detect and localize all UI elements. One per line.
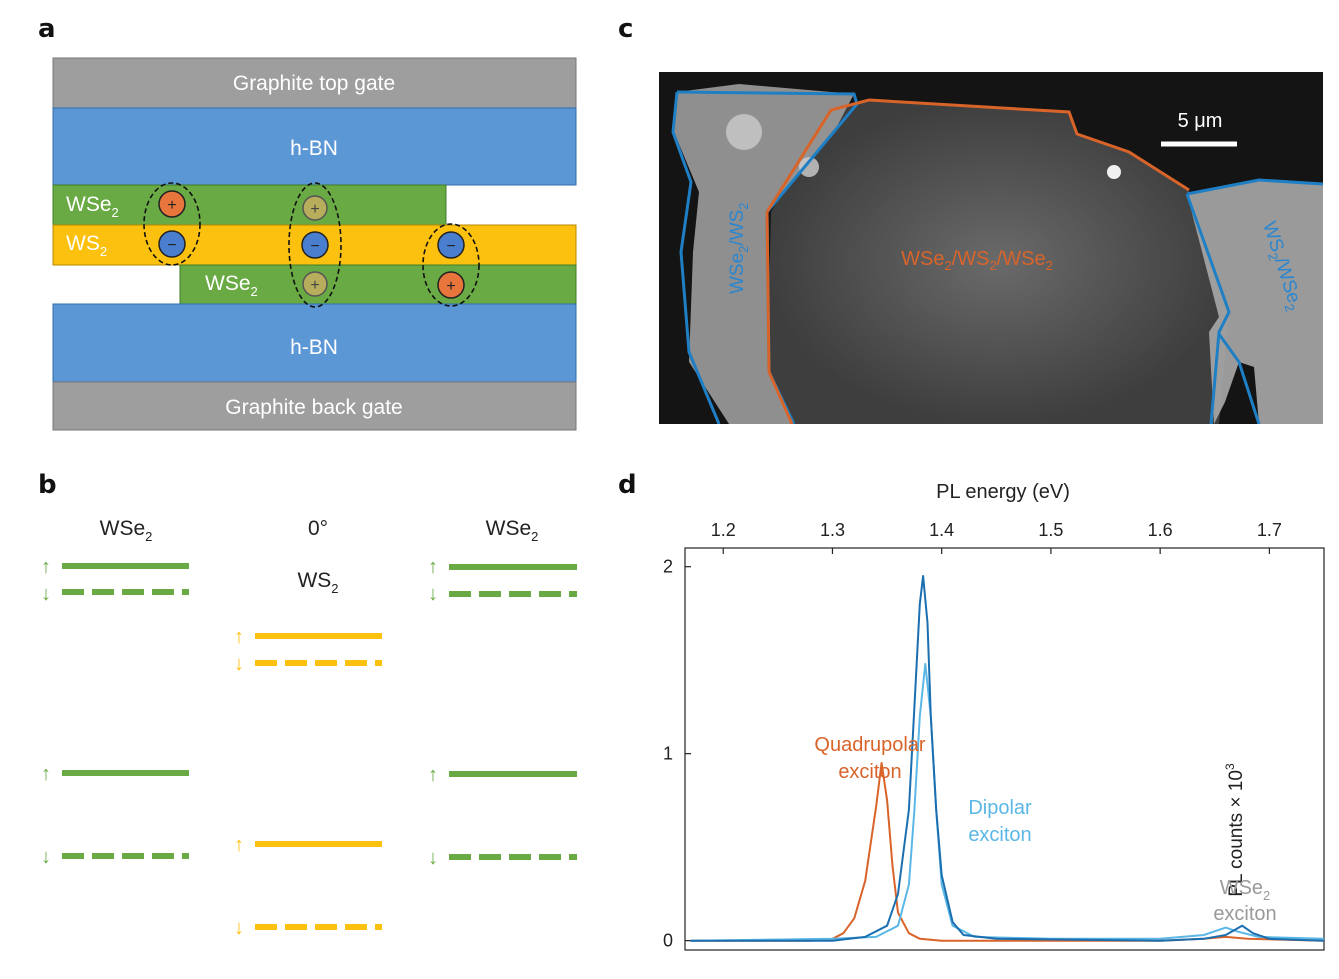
hbn-top-layer [52, 107, 577, 186]
hole-1 [158, 190, 186, 218]
scale-bar-label: 5 μm [1178, 110, 1223, 132]
series-line-3 [690, 575, 1325, 942]
bright-spot [799, 157, 819, 177]
center-region-outline-left [765, 211, 794, 424]
band-right-title: WSe2 [486, 517, 539, 544]
spin-up-arrow: ↑ [234, 834, 244, 856]
left-region-label: WSe2/WS2 [727, 202, 751, 294]
spin-down-arrow: ↓ [428, 583, 438, 605]
hole-2-top [302, 195, 328, 221]
hole-3-sign: + [446, 278, 455, 295]
spin-up-arrow: ↑ [428, 556, 438, 578]
right-bilayer-region [1187, 180, 1323, 424]
x-tick-label: 1.3 [820, 520, 845, 540]
electron-2 [301, 231, 329, 259]
x-tick-label: 1.4 [929, 520, 954, 540]
top-gate-layer [52, 57, 577, 109]
ws2-label: WS2 [66, 232, 107, 259]
hbn-bottom-layer [52, 303, 577, 383]
center-region-label: WSe2/WS2/WSe2 [901, 248, 1053, 273]
top-gate-label: Graphite top gate [233, 72, 395, 95]
right-region-outline [1186, 178, 1323, 196]
spin-up-arrow: ↑ [234, 626, 244, 648]
y-tick-label: 0 [663, 931, 673, 951]
dipolar-annotation-line2: exciton [968, 824, 1031, 846]
dipolar-annotation-line1: Dipolar [968, 797, 1032, 819]
wse2-annotation-line2: exciton [1213, 903, 1276, 925]
spin-down-arrow: ↓ [41, 583, 51, 605]
x-tick-label: 1.5 [1038, 520, 1063, 540]
chart-y-axis-title: PL counts × 103 [1223, 763, 1247, 897]
bright-spot [1107, 165, 1121, 179]
panel-c-micrograph: 5 μm WSe2/WS2 WSe2/WS2/WSe2 WS2/WSe2 [659, 72, 1323, 424]
chart-x-axis-title: PL energy (eV) [936, 481, 1070, 503]
panel-d-pl-chart: PL energy (eV) PL counts × 103 1.2 1.3 1.4… [663, 481, 1325, 951]
left-bilayer-region [674, 84, 854, 424]
chart-series-group [690, 575, 1325, 942]
electron-3 [437, 231, 465, 259]
x-tick-label: 1.2 [711, 520, 736, 540]
panel-b-band-diagram: WSe2 0° WS2 WSe2 ↑ ↓ ↑ ↓ ↑ ↓ ↑ ↓ ↑ ↓ ↑ ↓ [41, 517, 577, 939]
hole-2-bottom-sign: + [310, 277, 319, 294]
chart-y-ticks: 0 1 2 [663, 557, 691, 951]
spin-down-arrow: ↓ [234, 653, 244, 675]
spin-down-arrow: ↓ [428, 847, 438, 869]
hole-3 [437, 271, 465, 299]
x-tick-label: 1.6 [1148, 520, 1173, 540]
hole-2-top-sign: + [310, 201, 319, 218]
chart-x-ticks: 1.2 1.3 1.4 1.5 1.6 1.7 [711, 520, 1282, 554]
band-center-title: WS2 [297, 569, 338, 596]
electron-1-sign: − [167, 237, 176, 254]
quadrupolar-annotation-line2: exciton [838, 761, 901, 783]
spin-up-arrow: ↑ [41, 763, 51, 785]
bright-spot [726, 114, 762, 150]
back-gate-label: Graphite back gate [225, 396, 402, 419]
wse2-annotation-line1: WSe2 [1220, 877, 1271, 903]
electron-2-sign: − [310, 238, 319, 255]
hole-2-bottom [302, 271, 328, 297]
panel-a-stack-diagram: Graphite top gate h-BN WSe2 WS2 WSe2 h-B… [52, 57, 577, 431]
electron-3-sign: − [446, 238, 455, 255]
wse2-bottom-layer [179, 264, 577, 305]
hole-1-sign: + [167, 197, 176, 214]
wse2-bottom-label: WSe2 [205, 272, 258, 299]
panel-b-letter: b [38, 470, 57, 500]
center-region-outline [765, 98, 1190, 213]
band-left-title: WSe2 [100, 517, 153, 544]
spin-down-arrow: ↓ [41, 846, 51, 868]
exciton-2-outline [288, 182, 342, 308]
spin-up-arrow: ↑ [428, 764, 438, 786]
band-angle-label: 0° [308, 517, 328, 540]
y-tick-label: 2 [663, 557, 673, 577]
panel-c-letter: c [618, 14, 634, 44]
spin-up-arrow: ↑ [41, 556, 51, 578]
panel-a-letter: a [38, 14, 56, 44]
quadrupolar-annotation-line1: Quadrupolar [814, 734, 926, 756]
exciton-3-outline [422, 223, 480, 307]
panel-d-letter: d [618, 470, 637, 500]
trilayer-region [767, 100, 1229, 424]
left-region-outline-outer [671, 91, 721, 424]
electron-1 [158, 230, 186, 258]
back-gate-layer [52, 381, 577, 431]
wse2-top-layer [52, 184, 447, 226]
exciton-1-outline [143, 182, 201, 266]
right-region-outline-notch [1217, 333, 1261, 424]
hbn-bottom-label: h-BN [290, 336, 338, 359]
y-tick-label: 1 [663, 744, 673, 764]
spin-down-arrow: ↓ [234, 917, 244, 939]
x-tick-label: 1.7 [1257, 520, 1282, 540]
chart-plot-frame [684, 547, 1325, 951]
wse2-top-label: WSe2 [66, 193, 119, 220]
hbn-top-label: h-BN [290, 137, 338, 160]
right-region-outline-lower [1185, 193, 1231, 424]
